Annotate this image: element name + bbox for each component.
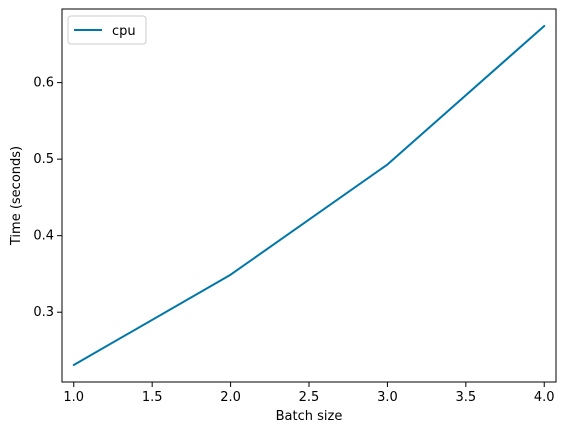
y-tick-label: 0.3 <box>33 305 54 320</box>
series-line-cpu <box>72 24 546 367</box>
y-tick-label: 0.4 <box>33 229 54 244</box>
legend-box <box>67 15 147 45</box>
x-tick-label: 4.0 <box>534 390 555 405</box>
series-layer <box>72 24 546 367</box>
x-tick-label: 1.0 <box>63 390 84 405</box>
x-tick-label: 2.0 <box>220 390 241 405</box>
x-axis-label: Batch size <box>276 409 343 424</box>
legend-label-cpu: cpu <box>112 24 136 39</box>
y-tick-label: 0.5 <box>33 152 54 167</box>
x-tick-label: 1.5 <box>142 390 163 405</box>
x-tick-label: 3.0 <box>377 390 398 405</box>
x-tick-label: 3.5 <box>455 390 476 405</box>
x-tick-label: 2.5 <box>299 390 320 405</box>
axes-layer: 1.0 1.5 2.0 2.5 3.0 3.5 4.0 0.3 0.4 0.5 0.6 <box>33 76 554 405</box>
legend: cpu <box>67 15 147 45</box>
y-axis-label: Time (seconds) <box>9 146 24 246</box>
y-tick-label: 0.6 <box>33 76 54 91</box>
